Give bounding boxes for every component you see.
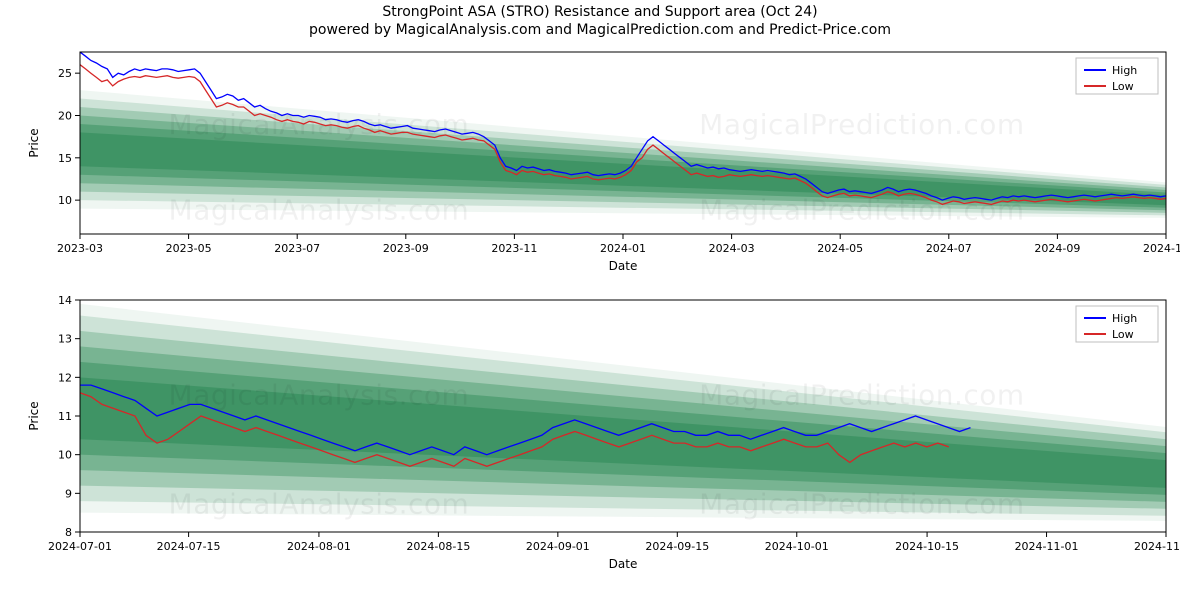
x-tick-label: 2024-01 (600, 242, 646, 255)
chart-bottom: MagicalAnalysis.com MagicalPrediction.com… (20, 290, 1180, 580)
y-tick-label: 20 (58, 109, 72, 122)
x-tick-label: 2024-03 (709, 242, 755, 255)
x-tick-label: 2024-08-01 (287, 540, 351, 553)
y-tick-label: 9 (65, 487, 72, 500)
watermark: MagicalPrediction.com (699, 193, 1025, 226)
chart-top: MagicalAnalysis.com MagicalPrediction.com… (20, 42, 1180, 282)
y-tick-label: 15 (58, 152, 72, 165)
y-tick-label: 8 (65, 526, 72, 539)
watermark: MagicalPrediction.com (699, 108, 1025, 141)
x-tick-label: 2024-09-15 (645, 540, 709, 553)
x-tick-label: 2024-10-15 (895, 540, 959, 553)
y-tick-label: 12 (58, 371, 72, 384)
x-tick-label: 2024-11-15 (1134, 540, 1180, 553)
y-tick-label: 10 (58, 449, 72, 462)
x-tick-label: 2023-05 (166, 242, 212, 255)
x-tick-label: 2024-07 (926, 242, 972, 255)
x-axis-label: Date (609, 259, 638, 273)
watermark: MagicalAnalysis.com (169, 193, 470, 226)
y-tick-label: 25 (58, 67, 72, 80)
watermark: MagicalPrediction.com (699, 487, 1025, 520)
watermark: MagicalPrediction.com (699, 378, 1025, 411)
legend-label: Low (1112, 328, 1134, 341)
watermark: MagicalAnalysis.com (169, 378, 470, 411)
x-tick-label: 2024-09 (1034, 242, 1080, 255)
chart-main-title: StrongPoint ASA (STRO) Resistance and Su… (382, 4, 817, 20)
x-tick-label: 2024-07-15 (157, 540, 221, 553)
x-tick-label: 2024-05 (817, 242, 863, 255)
x-tick-label: 2023-11 (491, 242, 537, 255)
x-tick-label: 2023-03 (57, 242, 103, 255)
y-axis-label: Price (27, 128, 41, 157)
y-tick-label: 13 (58, 333, 72, 346)
x-tick-label: 2024-10-01 (765, 540, 829, 553)
x-tick-label: 2023-07 (274, 242, 320, 255)
y-axis-label: Price (27, 401, 41, 430)
y-tick-label: 14 (58, 294, 72, 307)
x-tick-label: 2024-07-01 (48, 540, 112, 553)
x-tick-label: 2023-09 (383, 242, 429, 255)
legend-label: High (1112, 312, 1137, 325)
x-tick-label: 2024-08-15 (406, 540, 470, 553)
x-tick-label: 2024-11 (1143, 242, 1180, 255)
watermark: MagicalAnalysis.com (169, 487, 470, 520)
legend-label: Low (1112, 80, 1134, 93)
chart-subtitle: powered by MagicalAnalysis.com and Magic… (309, 22, 891, 38)
legend-label: High (1112, 64, 1137, 77)
y-tick-label: 10 (58, 194, 72, 207)
x-tick-label: 2024-09-01 (526, 540, 590, 553)
x-tick-label: 2024-11-01 (1015, 540, 1079, 553)
y-tick-label: 11 (58, 410, 72, 423)
x-axis-label: Date (609, 557, 638, 571)
